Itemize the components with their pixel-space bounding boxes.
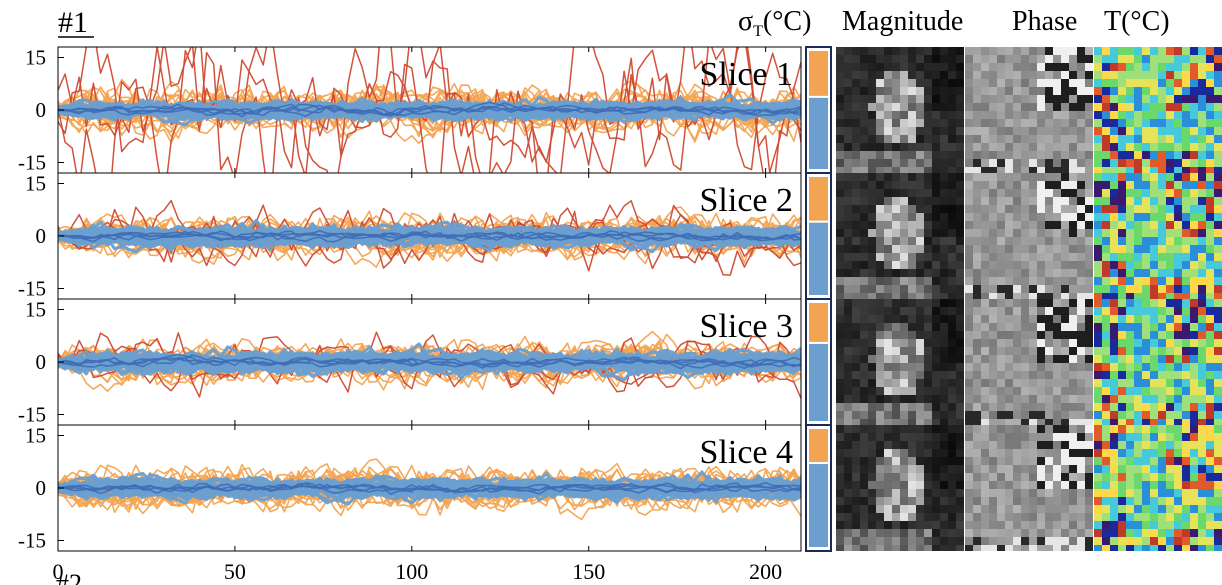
y-tick-label: 0 [36, 224, 47, 248]
figure-label: #1 [58, 6, 88, 39]
slice-panel: 15 0 -15 Slice 3 [18, 298, 802, 427]
slice-label: Slice 1 [700, 56, 793, 93]
phase-header: Phase [1012, 6, 1077, 37]
darkblue-series-line [58, 482, 801, 495]
sigma-bar [805, 46, 832, 174]
magnitude-image [836, 425, 964, 551]
blue-series-line [58, 225, 801, 249]
temperature-map [1094, 425, 1222, 551]
phase-image [965, 425, 1093, 551]
darkblue-series-line [58, 102, 801, 118]
y-tick-label: 0 [36, 350, 47, 374]
y-tick-label: -15 [18, 403, 46, 427]
temperature-map [1094, 299, 1222, 425]
sigma-fraction-blue [809, 222, 828, 295]
sigma-fraction-orange [809, 51, 828, 96]
sigma-fraction-orange [809, 303, 828, 342]
darkblue-series-line [58, 356, 801, 369]
phase-image [965, 299, 1093, 425]
phase-image [965, 173, 1093, 299]
series-group [58, 199, 801, 276]
slice-panel: 15 0 -15 Slice 2 [18, 172, 802, 301]
slice-panel: 15 0 -15 Slice 1 [18, 46, 802, 175]
y-tick-label: 15 [25, 172, 46, 196]
blue-series-line [58, 348, 801, 376]
slice-label: Slice 3 [700, 308, 793, 345]
magnitude-image [836, 299, 964, 425]
slice-panel: 15 0 -15 Slice 4 [18, 424, 802, 553]
darkblue-series-line [58, 482, 801, 494]
darkblue-series-line [58, 230, 801, 243]
x-tick-label: 50 [224, 559, 246, 584]
y-tick-label: -15 [18, 277, 46, 301]
slice-label: Slice 4 [700, 434, 793, 471]
temperature-map [1094, 173, 1222, 299]
temperature-header: T(°C) [1104, 6, 1170, 37]
phase-image [965, 47, 1093, 173]
slice-label: Slice 2 [700, 182, 793, 219]
magnitude-image [836, 47, 964, 173]
series-group [58, 458, 801, 521]
y-tick-label: 0 [36, 476, 47, 500]
magnitude-image [836, 173, 964, 299]
series-group [58, 47, 801, 173]
darkblue-series-line [58, 356, 801, 368]
x-tick-label: 0 [53, 559, 64, 584]
x-tick-label: 200 [749, 559, 782, 584]
red-series-line [58, 47, 801, 173]
x-tick-label: 150 [572, 559, 605, 584]
image-grid [836, 47, 1222, 551]
series-group [58, 330, 801, 399]
sigma-bar [805, 172, 832, 300]
y-tick-label: 15 [25, 46, 46, 70]
sigma-fraction-orange [809, 429, 828, 463]
magnitude-header: Magnitude [842, 6, 963, 37]
y-tick-label: 0 [36, 98, 47, 122]
sigma-fraction-blue [809, 97, 828, 169]
sigma-bars [805, 46, 832, 552]
sigma-header: σT(°C) [738, 6, 811, 40]
sigma-bar [805, 298, 832, 426]
y-tick-label: 15 [25, 298, 46, 322]
orange-series-line [58, 206, 801, 256]
darkblue-series-line [58, 101, 801, 116]
y-tick-label: -15 [18, 529, 46, 553]
sigma-fraction-blue [809, 343, 828, 421]
y-tick-label: 15 [25, 424, 46, 448]
temperature-map [1094, 47, 1222, 173]
darkblue-series-line [58, 230, 801, 242]
x-tick-label: 100 [395, 559, 428, 584]
y-tick-label: -15 [18, 151, 46, 175]
next-figure-label: #2 [56, 569, 82, 585]
sigma-fraction-orange [809, 177, 828, 221]
sigma-fraction-blue [809, 464, 828, 547]
sigma-bar [805, 424, 832, 552]
